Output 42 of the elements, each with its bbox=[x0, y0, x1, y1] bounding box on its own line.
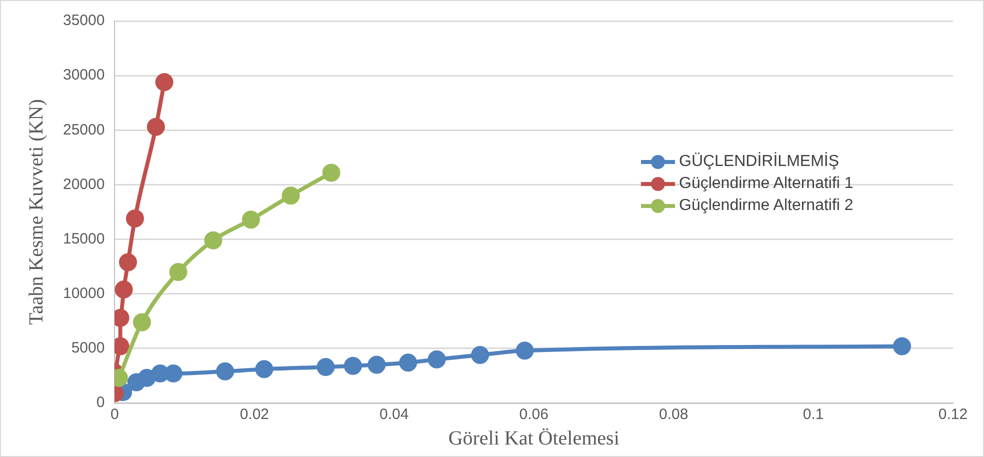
x-tick-label: 0.02 bbox=[240, 406, 270, 424]
point bbox=[132, 313, 151, 332]
x-axis-title: Göreli Kat Ötelemesi bbox=[448, 427, 620, 450]
point bbox=[169, 263, 188, 282]
point bbox=[471, 346, 490, 364]
y-tick-label: 35000 bbox=[62, 12, 105, 30]
y-tick-label: 20000 bbox=[62, 176, 105, 193]
y-tick-label: 0 bbox=[96, 394, 105, 412]
point bbox=[138, 368, 156, 387]
y-tick-label: 5000 bbox=[71, 340, 105, 357]
legend-label: GÜÇLENDİRİLMEMİŞ bbox=[679, 153, 840, 171]
legend-label: Güçlendirme Alternatifi 2 bbox=[679, 197, 854, 215]
point bbox=[114, 280, 133, 298]
point bbox=[216, 362, 234, 380]
point bbox=[344, 356, 362, 375]
point bbox=[118, 253, 137, 272]
point bbox=[399, 354, 418, 372]
y-tick-label: 30000 bbox=[62, 66, 105, 84]
point bbox=[242, 210, 260, 229]
y-tick-label: 10000 bbox=[62, 285, 105, 302]
x-tick-label: 0.08 bbox=[658, 406, 688, 424]
point bbox=[282, 186, 300, 205]
x-tick-label: 0.1 bbox=[802, 406, 824, 424]
point bbox=[893, 337, 912, 356]
point bbox=[255, 360, 274, 378]
point bbox=[204, 231, 222, 250]
y-tick-label: 15000 bbox=[62, 230, 105, 248]
point bbox=[516, 342, 534, 360]
point bbox=[428, 350, 446, 368]
legend-label: Güçlendirme Alternatifi 1 bbox=[679, 175, 854, 193]
x-tick-label: 0.04 bbox=[380, 406, 409, 424]
x-tick-label: 0.12 bbox=[938, 406, 968, 424]
x-tick-label: 0 bbox=[110, 406, 119, 424]
point bbox=[126, 210, 144, 228]
x-tick-label: 0.06 bbox=[519, 406, 548, 424]
point bbox=[322, 164, 340, 182]
point bbox=[368, 356, 386, 374]
point bbox=[316, 358, 335, 376]
point bbox=[155, 73, 174, 92]
point bbox=[146, 118, 165, 136]
y-tick-label: 25000 bbox=[62, 121, 105, 138]
y-axis-title: Taabn Kesme Kuvveti (KN) bbox=[25, 99, 48, 325]
